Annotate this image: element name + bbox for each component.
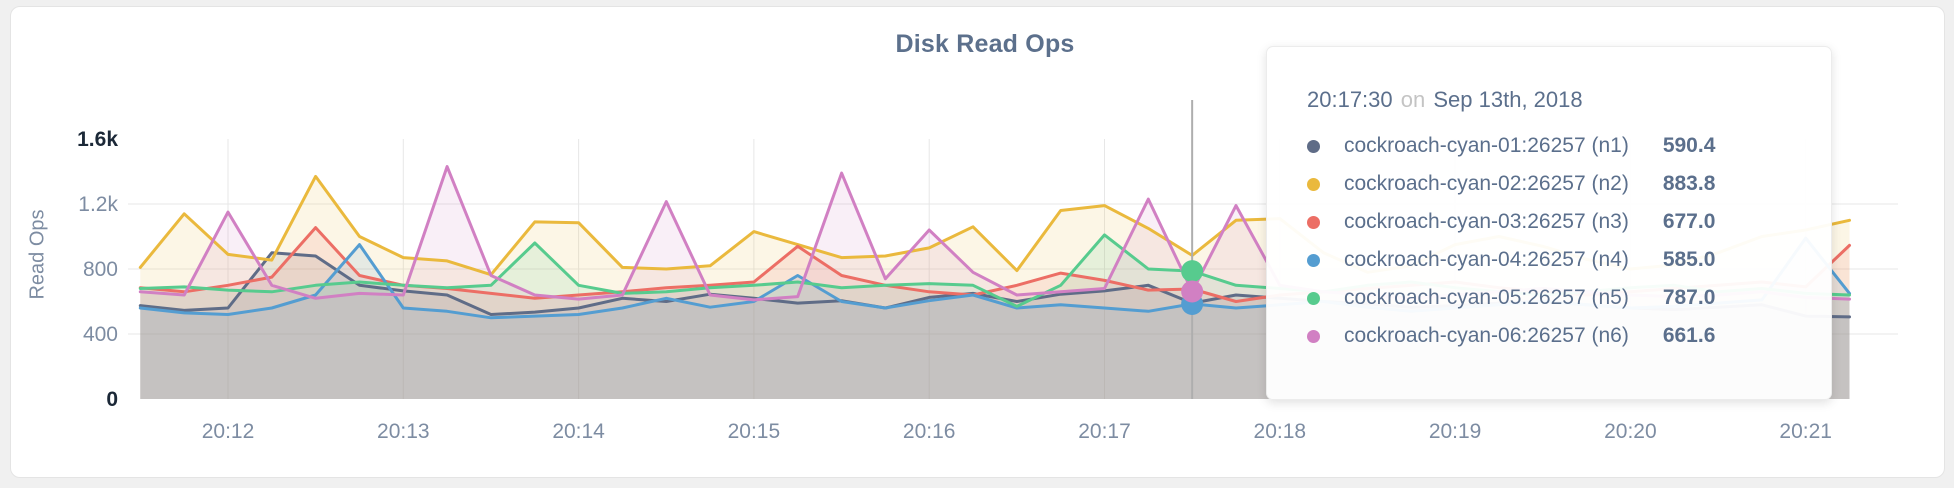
hover-dot-n5[interactable]: [1181, 260, 1204, 283]
series-label: cockroach-cyan-06:26257 (n6): [1344, 324, 1629, 347]
x-tick-20:17: 20:17: [1078, 420, 1131, 443]
hover-dot-n6[interactable]: [1181, 280, 1204, 303]
hover-tooltip: 20:17:30 on Sep 13th, 2018 cockroach-cya…: [1266, 46, 1832, 400]
series-label: cockroach-cyan-04:26257 (n4): [1344, 248, 1629, 271]
tooltip-row-n3: cockroach-cyan-03:26257 (n3) 677.0: [1307, 203, 1791, 241]
series-value: 661.6: [1662, 324, 1716, 347]
tooltip-time: 20:17:30: [1307, 87, 1393, 112]
series-color-dot: [1307, 139, 1320, 153]
series-value: 590.4: [1662, 134, 1716, 157]
tooltip-row-n6: cockroach-cyan-06:26257 (n6) 661.6: [1307, 317, 1791, 355]
x-tick-20:15: 20:15: [728, 420, 781, 443]
series-label: cockroach-cyan-01:26257 (n1): [1344, 134, 1629, 157]
x-tick-20:18: 20:18: [1254, 420, 1307, 443]
series-value: 585.0: [1662, 248, 1716, 271]
tooltip-row-n2: cockroach-cyan-02:26257 (n2) 883.8: [1307, 165, 1791, 203]
tooltip-row-n4: cockroach-cyan-04:26257 (n4) 585.0: [1307, 241, 1791, 279]
tooltip-row-n1: cockroach-cyan-01:26257 (n1) 590.4: [1307, 127, 1791, 165]
series-value: 787.0: [1662, 286, 1716, 309]
x-tick-20:12: 20:12: [202, 420, 255, 443]
series-value: 677.0: [1662, 210, 1716, 233]
series-color-dot: [1307, 215, 1320, 229]
x-tick-20:21: 20:21: [1779, 420, 1832, 443]
y-tick-1.6k: 1.6k: [77, 128, 118, 151]
series-color-dot: [1307, 329, 1320, 343]
series-label: cockroach-cyan-02:26257 (n2): [1344, 172, 1629, 195]
y-axis-label: Read Ops: [26, 209, 49, 300]
tooltip-series-list: cockroach-cyan-01:26257 (n1) 590.4 cockroa…: [1307, 127, 1791, 355]
series-color-dot: [1307, 253, 1320, 267]
x-tick-20:19: 20:19: [1429, 420, 1482, 443]
tooltip-header: 20:17:30 on Sep 13th, 2018: [1307, 87, 1791, 113]
y-tick-1.2k: 1.2k: [78, 193, 118, 216]
series-color-dot: [1307, 177, 1320, 191]
x-tick-20:14: 20:14: [552, 420, 605, 443]
tooltip-preposition: on: [1400, 87, 1426, 112]
y-tick-0: 0: [106, 388, 118, 411]
x-tick-20:20: 20:20: [1604, 420, 1657, 443]
series-label: cockroach-cyan-03:26257 (n3): [1344, 210, 1629, 233]
x-tick-20:16: 20:16: [903, 420, 956, 443]
series-value: 883.8: [1662, 172, 1716, 195]
series-color-dot: [1307, 291, 1320, 305]
y-tick-400: 400: [83, 323, 118, 346]
series-label: cockroach-cyan-05:26257 (n5): [1344, 286, 1629, 309]
chart-title: Disk Read Ops: [895, 30, 1075, 58]
tooltip-row-n5: cockroach-cyan-05:26257 (n5) 787.0: [1307, 279, 1791, 317]
x-tick-20:13: 20:13: [377, 420, 430, 443]
tooltip-date: Sep 13th, 2018: [1433, 87, 1583, 112]
y-tick-800: 800: [83, 258, 118, 281]
